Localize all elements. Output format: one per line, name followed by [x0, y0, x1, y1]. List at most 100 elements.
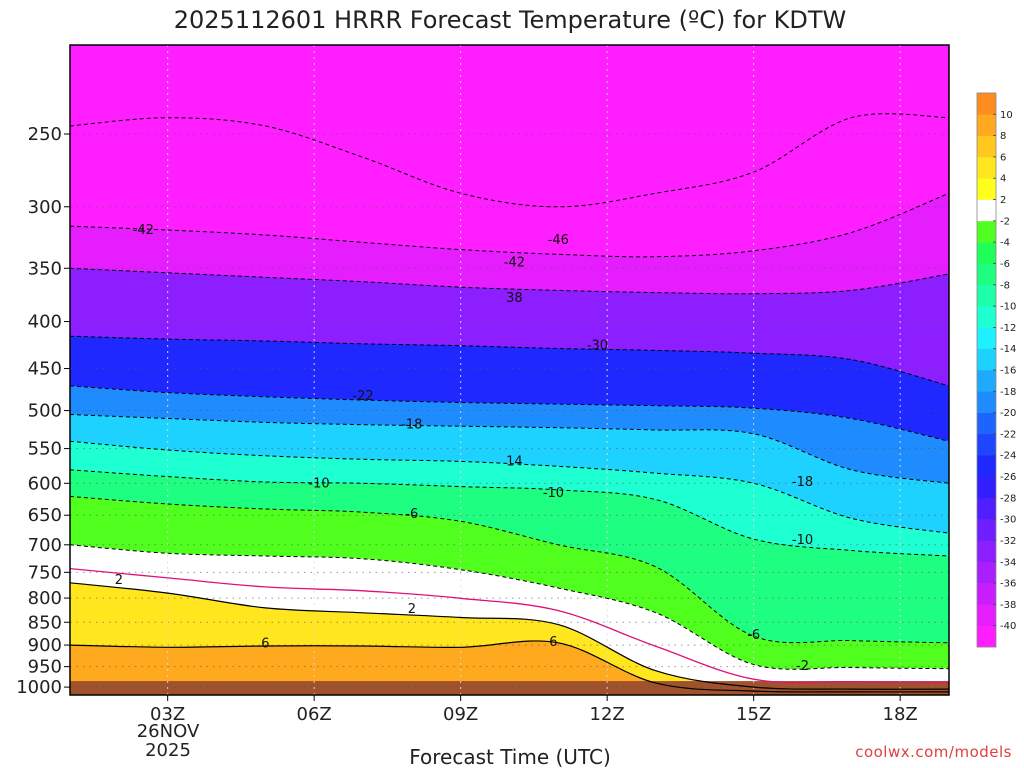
contour-label: 38 — [506, 291, 523, 306]
y-tick-label: 550 — [28, 439, 62, 460]
contour-label: -10 — [308, 476, 329, 491]
y-tick-label: 250 — [28, 124, 62, 145]
isotherm-line — [70, 192, 949, 258]
plot-frame — [69, 44, 950, 696]
isotherm-line — [70, 544, 949, 670]
colorbar-tick-label: -38 — [1000, 600, 1016, 611]
x-tick-label: 09Z — [443, 704, 478, 725]
y-tick-label: 450 — [28, 359, 62, 380]
colorbar-swatch — [977, 455, 996, 477]
ground-layer — [70, 681, 949, 695]
colorbar-tick-label: -30 — [1000, 515, 1016, 526]
x-tick-label: 18Z — [883, 704, 918, 725]
y-tick-label: 400 — [28, 312, 62, 333]
grid-lines — [70, 45, 949, 695]
contour-label: -18 — [401, 418, 422, 433]
contour-label: -2 — [796, 659, 809, 674]
colorbar-swatch — [977, 263, 996, 286]
contour-label: -42 — [504, 256, 525, 271]
x-tick-label: 12Z — [590, 704, 625, 725]
colorbar-tick-label: 4 — [1000, 174, 1006, 185]
colorbar-tick-label: -6 — [1000, 259, 1010, 270]
y-axis: 2503003504004505005506006507007508008509… — [16, 124, 70, 698]
colorbar-tick-label: -40 — [1000, 621, 1016, 632]
y-tick-label: 500 — [28, 401, 62, 422]
temperature-bands — [70, 45, 949, 695]
colorbar-swatch — [977, 497, 996, 520]
y-tick-label: 650 — [28, 505, 62, 526]
y-tick-label: 800 — [28, 588, 62, 609]
colorbar-tick-label: -26 — [1000, 472, 1016, 483]
isotherm-line — [70, 414, 949, 484]
colorbar-swatch — [977, 306, 996, 328]
isotherm-line — [70, 440, 949, 534]
colorbar-tick-label: -32 — [1000, 536, 1016, 547]
chart-title: 2025112601 HRRR Forecast Temperature (ºC… — [174, 6, 847, 34]
contour-label: 2 — [115, 573, 123, 588]
freezing-line — [70, 567, 949, 684]
isotherm-line — [70, 640, 949, 693]
colorbar-tick-label: -2 — [1000, 216, 1010, 227]
y-tick-label: 300 — [28, 197, 62, 218]
colorbar-swatch — [977, 412, 996, 435]
contour-label: -46 — [548, 233, 569, 248]
colorbar-swatch — [977, 604, 996, 626]
colorbar-swatch — [977, 625, 996, 648]
colorbar-tick-label: 6 — [1000, 152, 1006, 163]
contour-label: -22 — [352, 389, 373, 404]
contour-label: -30 — [587, 339, 608, 354]
colorbar-tick-label: 8 — [1000, 131, 1006, 142]
colorbar-tick-label: -22 — [1000, 429, 1016, 440]
isotherm-line — [70, 385, 949, 442]
x-axis: 03Z 06Z 09Z 12Z 15Z 18Z — [150, 695, 918, 725]
colorbar-swatch — [977, 519, 996, 541]
credit-link[interactable]: coolwx.com/models — [855, 743, 1012, 761]
ground-fill — [70, 681, 949, 695]
plot-area: -42-46-4238-30-22-1814-10-10-6-18-10-6-2… — [70, 45, 949, 695]
colorbar-tick-label: -12 — [1000, 323, 1016, 334]
y-tick-label: 350 — [28, 258, 62, 279]
colorbar-swatch — [977, 348, 996, 371]
x-tick-label: 06Z — [297, 704, 332, 725]
isotherm-line — [70, 582, 949, 690]
contour-label: -42 — [133, 223, 154, 238]
colorbar-tick-label: -16 — [1000, 366, 1016, 377]
colorbar-swatch — [977, 476, 996, 499]
y-tick-label: 900 — [28, 635, 62, 656]
colorbar-tick-label: -28 — [1000, 493, 1016, 504]
date-label-day: 26NOV — [137, 721, 200, 742]
colorbar-tick-label: -10 — [1000, 302, 1016, 313]
colorbar-swatch — [977, 540, 996, 563]
y-tick-label: 850 — [28, 612, 62, 633]
colorbar-tick-label: -20 — [1000, 408, 1016, 419]
colorbar-tick-label: -24 — [1000, 451, 1016, 462]
isotherm-contours — [70, 113, 949, 693]
x-tick-label: 03Z — [150, 704, 185, 725]
contour-label: 14 — [506, 454, 523, 469]
y-tick-label: 700 — [28, 535, 62, 556]
y-tick-label: 600 — [28, 473, 62, 494]
colorbar-swatch — [977, 433, 996, 456]
y-tick-label: 750 — [28, 562, 62, 583]
colorbar-tick-label: -36 — [1000, 579, 1016, 590]
colorbar-swatch — [977, 370, 996, 392]
isotherm-line — [70, 469, 949, 557]
colorbar-swatch — [977, 284, 996, 307]
colorbar-tick-label: -4 — [1000, 238, 1010, 249]
colorbar-swatch — [977, 327, 996, 349]
contour-label: -6 — [747, 628, 760, 643]
colorbar-tick-label: -34 — [1000, 557, 1016, 568]
x-axis-label: Forecast Time (UTC) — [409, 745, 611, 768]
colorbar-swatch — [977, 93, 996, 115]
y-tick-label: 1000 — [16, 677, 62, 698]
contour-label: -10 — [792, 533, 813, 548]
colorbar-legend: -40-38-36-34-32-30-28-26-24-22-20-18-16-… — [976, 92, 1016, 648]
contour-label: -18 — [792, 475, 813, 490]
isotherm-line — [70, 495, 949, 644]
contour-label: 6 — [261, 636, 269, 651]
colorbar-swatch — [977, 391, 996, 413]
contour-label: 2 — [408, 602, 416, 617]
colorbar-swatch — [977, 242, 996, 264]
y-tick-label: 950 — [28, 657, 62, 678]
